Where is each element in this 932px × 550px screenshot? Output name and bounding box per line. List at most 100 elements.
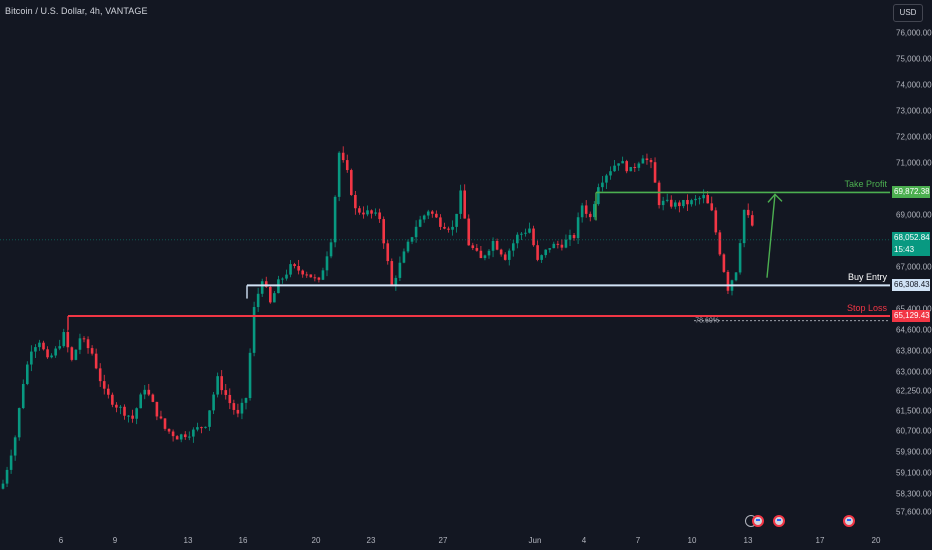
- take-profit-label: Take Profit: [844, 179, 887, 190]
- arrow-head-icon: [767, 193, 783, 203]
- current-price-tag: 68,052.84: [892, 231, 930, 244]
- candle-up: [398, 262, 402, 278]
- candle-up: [665, 199, 669, 201]
- candles-group: [1, 146, 754, 490]
- candle-up: [38, 342, 41, 348]
- us-flag-icon[interactable]: [773, 515, 785, 527]
- time-axis[interactable]: [0, 525, 890, 550]
- candle-up: [512, 243, 515, 251]
- candle-up: [26, 364, 29, 384]
- candle-up: [333, 196, 337, 243]
- time-tick-label: 7: [635, 536, 641, 545]
- candle-up: [426, 211, 430, 216]
- candle-up: [54, 348, 57, 356]
- candle-up: [252, 307, 256, 353]
- candle-up: [204, 426, 207, 428]
- chart-area[interactable]: [0, 0, 890, 525]
- candle-up: [179, 434, 183, 440]
- candle-up: [694, 198, 697, 201]
- price-tick-label: 59,100.00: [896, 468, 932, 478]
- candle-down: [588, 213, 592, 218]
- candle-down: [301, 270, 304, 275]
- candle-down: [584, 205, 588, 214]
- candle-up: [394, 277, 398, 285]
- candle-up: [682, 199, 685, 207]
- price-tick-label: 75,000.00: [896, 54, 932, 64]
- time-tick-label: 13: [183, 536, 193, 545]
- candle-up: [637, 163, 641, 168]
- candle-down: [447, 228, 450, 230]
- candle-up: [321, 270, 325, 280]
- candle-up: [597, 187, 600, 205]
- time-tick-label: 17: [815, 536, 825, 545]
- candle-down: [264, 281, 268, 287]
- candle-up: [273, 293, 276, 303]
- candle-down: [572, 235, 576, 239]
- price-tick-label: 62,250.00: [896, 386, 932, 396]
- candle-down: [653, 162, 657, 183]
- candle-up: [135, 408, 138, 419]
- candle-down: [378, 212, 381, 220]
- candle-down: [633, 167, 637, 169]
- candle-down: [475, 248, 479, 251]
- candle-down: [479, 250, 483, 259]
- candle-down: [297, 266, 300, 271]
- candle-down: [151, 394, 155, 402]
- candle-down: [706, 195, 709, 204]
- candle-up: [58, 346, 61, 349]
- us-flag-icon[interactable]: [843, 515, 855, 527]
- price-axis[interactable]: [890, 0, 932, 525]
- candle-up: [455, 213, 458, 227]
- candle-up: [548, 248, 552, 250]
- target-arrow: [766, 194, 776, 278]
- candle-down: [224, 390, 228, 395]
- time-tick-label: 4: [581, 536, 587, 545]
- candle-up: [418, 219, 422, 227]
- candle-up: [192, 429, 195, 437]
- levels-group: [0, 191, 890, 330]
- candle-down: [98, 368, 102, 382]
- candle-up: [593, 204, 596, 218]
- candle-down: [313, 277, 317, 279]
- candle-up: [62, 332, 66, 347]
- candle-up: [520, 233, 523, 235]
- candle-up: [528, 228, 531, 233]
- candle-up: [410, 237, 414, 242]
- time-tick-label: 20: [871, 536, 881, 545]
- candle-up: [325, 256, 329, 271]
- candle-down: [147, 389, 151, 395]
- time-tick-label: 6: [58, 536, 64, 545]
- candle-down: [163, 418, 167, 429]
- candle-down: [155, 401, 159, 417]
- candle-down: [102, 381, 106, 389]
- candle-up: [702, 195, 705, 199]
- candle-up: [30, 351, 33, 365]
- candle-down: [317, 277, 321, 280]
- candle-down: [341, 152, 345, 161]
- candle-up: [414, 226, 418, 238]
- candlestick-chart[interactable]: [0, 0, 890, 525]
- candle-down: [382, 219, 385, 244]
- candle-up: [21, 383, 25, 409]
- buy-entry-price-tag: 66,308.43: [892, 279, 930, 292]
- price-tick-label: 76,000.00: [896, 28, 932, 38]
- candle-down: [443, 226, 446, 229]
- candle-up: [690, 200, 693, 205]
- candle-up: [674, 202, 677, 207]
- price-tick-label: 59,900.00: [896, 447, 932, 457]
- candle-up: [402, 251, 406, 263]
- us-flag-icon[interactable]: [752, 515, 764, 527]
- time-tick-label: 20: [311, 536, 321, 545]
- candle-up: [212, 394, 215, 411]
- candle-up: [576, 217, 580, 239]
- candle-down: [536, 245, 539, 260]
- candle-down: [86, 339, 90, 349]
- currency-button[interactable]: USD: [893, 4, 923, 22]
- candle-up: [281, 278, 284, 280]
- candle-down: [645, 158, 649, 160]
- candle-up: [17, 408, 21, 438]
- stop-loss-label: Stop Loss: [846, 303, 887, 314]
- candle-down: [625, 161, 628, 172]
- price-tick-label: 71,000.00: [896, 158, 932, 168]
- candle-up: [734, 272, 738, 281]
